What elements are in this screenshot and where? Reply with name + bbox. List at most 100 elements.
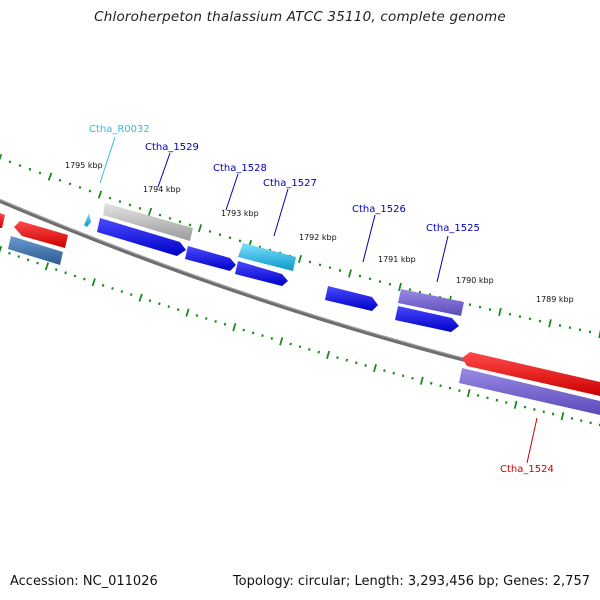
outer-ring-minor-tick: [538, 319, 542, 323]
outer-ring-minor-tick: [118, 200, 122, 204]
outer-ring-minor-tick: [38, 171, 42, 175]
inner-ring-minor-tick: [298, 345, 302, 349]
inner-ring-major-tick: [326, 350, 331, 359]
gene-arrow-red[interactable]: [0, 213, 5, 228]
inner-ring-major-tick: [0, 245, 3, 253]
gene-label-ctha-1525[interactable]: Ctha_1525: [426, 223, 480, 234]
gene-label-ctha-r0032[interactable]: Ctha_R0032: [89, 124, 150, 135]
gene-ctha-1526[interactable]: [325, 286, 378, 311]
tick-label-1789: 1789 kbp: [536, 295, 574, 304]
gene-arrow-blue[interactable]: [185, 246, 236, 271]
inner-ring-minor-tick: [486, 396, 489, 400]
gene-ctha-1529-pseudo[interactable]: [103, 203, 193, 241]
gene-arrow-blue[interactable]: [97, 218, 186, 256]
outer-ring-minor-tick: [8, 160, 12, 164]
inner-ring-minor-tick: [364, 364, 367, 367]
inner-ring-minor-tick: [176, 308, 180, 312]
gene-arrow-purple[interactable]: [398, 289, 464, 316]
gene-label-ctha-1528[interactable]: Ctha_1528: [213, 163, 267, 174]
inner-ring-minor-tick: [392, 371, 396, 375]
gene-left-steel[interactable]: [8, 236, 63, 265]
inner-ring-minor-tick: [64, 271, 67, 275]
outer-ring-minor-tick: [388, 282, 392, 286]
outer-ring-major-tick: [97, 190, 103, 199]
gene-ctha-1524-purple[interactable]: [459, 368, 600, 415]
gene-label-ctha-1527[interactable]: Ctha_1527: [263, 178, 317, 189]
outer-ring-minor-tick: [228, 236, 232, 240]
gene-arrow-cyan[interactable]: [238, 243, 296, 271]
outer-ring-minor-tick: [568, 326, 572, 330]
inner-ring-minor-tick: [73, 274, 77, 278]
gene-ctha-1525-inner[interactable]: [395, 306, 459, 332]
inner-ring-major-tick: [419, 376, 424, 385]
gene-arrow-gray[interactable]: [103, 203, 193, 241]
outer-ring-minor-tick: [218, 233, 222, 237]
outer-ring-minor-tick: [78, 185, 82, 189]
gene-arrow-steel[interactable]: [8, 236, 63, 265]
inner-ring-minor-tick: [523, 405, 527, 409]
inner-ring-major-tick: [232, 323, 237, 332]
gene-ctha-1527[interactable]: [238, 243, 296, 271]
inner-ring-minor-tick: [214, 320, 217, 323]
outer-ring-major-tick: [0, 153, 3, 161]
tick-label-1793: 1793 kbp: [221, 209, 259, 218]
leader-line-ctha-1528: [225, 173, 239, 211]
gene-ctha-1525[interactable]: [398, 289, 464, 316]
outer-ring-minor-tick: [558, 324, 562, 327]
inner-ring-minor-tick: [308, 348, 311, 351]
outer-ring-minor-tick: [508, 312, 512, 316]
outer-ring-major-tick: [398, 282, 402, 292]
tick-label-1790: 1790 kbp: [456, 276, 494, 285]
outer-ring-minor-tick: [178, 220, 182, 224]
inner-ring-minor-tick: [458, 389, 461, 393]
inner-ring-major-tick: [138, 293, 143, 302]
tick-label-1795: 1795 kbp: [65, 161, 103, 170]
inner-ring-major-tick: [466, 388, 471, 398]
gene-label-ctha-1524[interactable]: Ctha_1524: [500, 464, 554, 475]
inner-ring-minor-tick: [17, 255, 21, 259]
outer-tick-ring: [0, 153, 600, 339]
outer-ring-minor-tick: [528, 317, 532, 321]
gene-arrow-blue[interactable]: [325, 286, 378, 311]
inner-ring-minor-tick: [429, 381, 433, 385]
leader-line-ctha-1527: [273, 188, 289, 237]
outer-ring-minor-tick: [378, 280, 382, 283]
gene-ctha-1524[interactable]: [462, 352, 600, 396]
outer-ring-major-tick: [498, 307, 502, 317]
gene-arrow-red[interactable]: [14, 221, 68, 248]
inner-ring-minor-tick: [167, 305, 171, 309]
gene-arrow-cyan[interactable]: [84, 213, 91, 227]
gene-left-red-top[interactable]: [0, 213, 5, 228]
inner-ring-major-tick: [279, 337, 284, 346]
inner-ring-minor-tick: [129, 293, 133, 297]
outer-ring-minor-tick: [108, 196, 112, 200]
outer-ring-major-tick: [47, 172, 53, 181]
gene-label-ctha-1526[interactable]: Ctha_1526: [352, 204, 406, 215]
inner-ring-minor-tick: [401, 374, 405, 378]
gene-arrow-red[interactable]: [462, 352, 600, 396]
gene-arrow-purple[interactable]: [459, 368, 600, 415]
gene-label-ctha-1529[interactable]: Ctha_1529: [145, 142, 199, 153]
leader-line-ctha-1524: [526, 417, 538, 464]
gene-ctha-1529[interactable]: [97, 218, 186, 256]
inner-ring-minor-tick: [251, 331, 255, 335]
outer-ring-minor-tick: [358, 274, 362, 278]
outer-ring-major-tick: [298, 254, 302, 264]
gene-ctha-1527-inner[interactable]: [235, 261, 288, 286]
outer-ring-major-tick: [348, 269, 352, 278]
gene-ctha-1528[interactable]: [185, 246, 236, 271]
inner-ring-minor-tick: [223, 322, 227, 326]
inner-ring-minor-tick: [83, 277, 86, 281]
inner-ring-minor-tick: [270, 337, 274, 340]
outer-ring-minor-tick: [308, 260, 312, 264]
inner-ring-minor-tick: [448, 386, 452, 390]
tick-label-1791: 1791 kbp: [378, 255, 416, 264]
gene-ctha-r0032[interactable]: [84, 213, 91, 227]
genome-title: Chloroherpeton thalassium ATCC 35110, co…: [94, 9, 506, 25]
leader-line-ctha-1529: [157, 152, 171, 188]
gene-arrow-blue[interactable]: [235, 261, 288, 286]
gene-arrow-blue[interactable]: [395, 306, 459, 332]
gene-left-red[interactable]: [14, 221, 68, 248]
outer-ring-minor-tick: [58, 178, 62, 182]
